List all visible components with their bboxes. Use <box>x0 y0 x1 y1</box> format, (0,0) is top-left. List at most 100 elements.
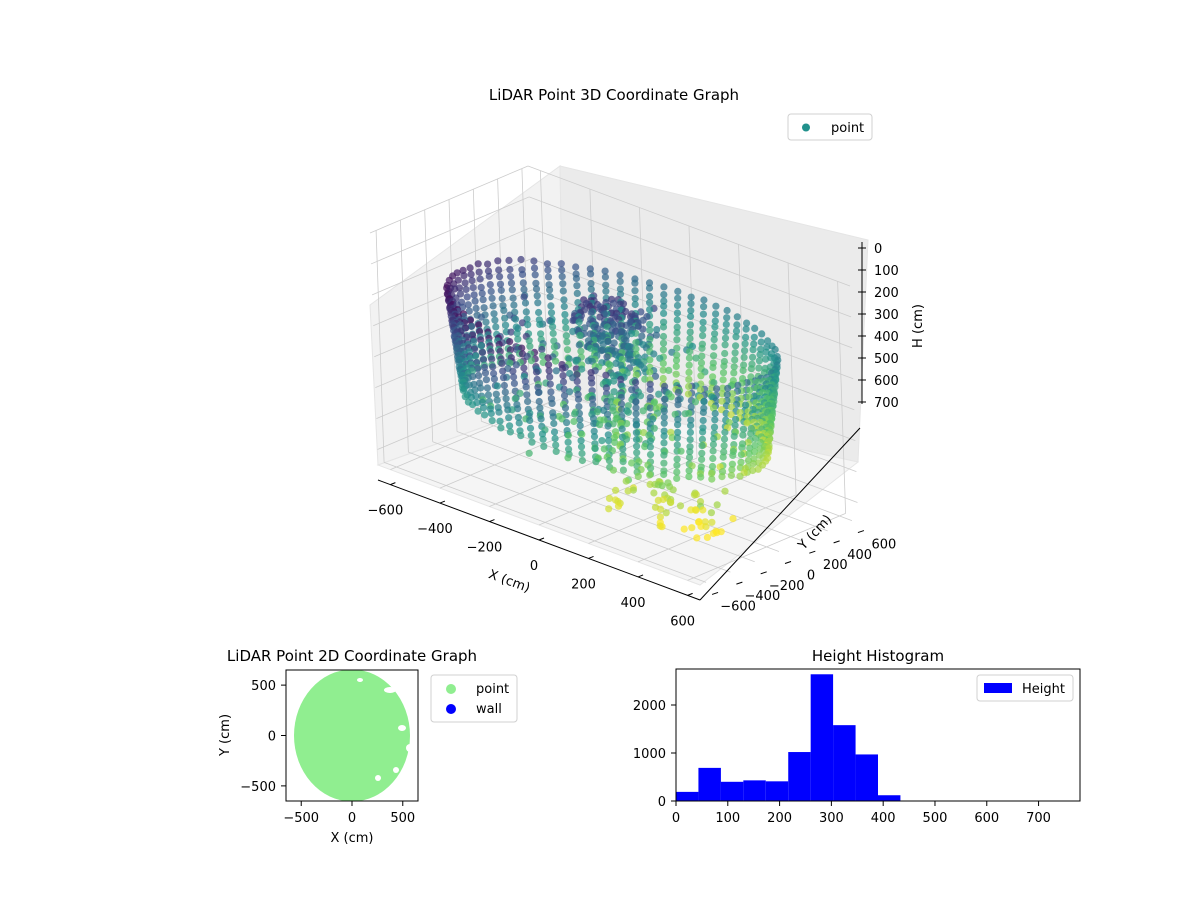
point-3d <box>674 428 682 436</box>
point-3d <box>506 422 514 430</box>
point-3d <box>475 321 483 329</box>
point-3d <box>733 313 741 321</box>
point-3d <box>640 429 648 437</box>
point-3d <box>750 333 758 341</box>
point-3d <box>699 332 707 340</box>
point-3d <box>496 347 504 355</box>
point-3d <box>659 374 667 383</box>
grid-line <box>377 382 536 450</box>
point-3d <box>741 347 749 355</box>
point-3d <box>673 441 681 449</box>
point-3d <box>526 416 534 424</box>
point-3d <box>498 294 506 303</box>
point-3d <box>711 317 719 325</box>
point-3d <box>673 301 682 310</box>
point-3d <box>746 386 754 394</box>
point-3d <box>631 279 639 287</box>
point-3d <box>687 403 695 411</box>
point-3d <box>506 338 514 346</box>
point-3d <box>602 287 610 295</box>
histogram-bar <box>855 754 878 801</box>
point-3d <box>686 436 694 444</box>
point-3d <box>691 398 700 406</box>
point-3d <box>477 336 485 344</box>
point-3d <box>546 293 554 301</box>
point-3d <box>719 369 728 377</box>
point-3d <box>656 354 664 362</box>
point-3d <box>576 331 584 339</box>
point-3d <box>708 469 716 478</box>
point-3d <box>680 525 688 533</box>
point-3d <box>632 435 641 444</box>
point-3d <box>501 314 509 322</box>
point-3d <box>731 356 739 364</box>
point-3d <box>577 347 585 355</box>
point-3d <box>750 340 758 348</box>
point-3d <box>686 348 694 356</box>
point-3d <box>619 466 628 474</box>
point-3d <box>633 449 641 457</box>
point-3d <box>633 442 641 450</box>
point-3d <box>496 273 504 281</box>
point-3d <box>703 533 712 542</box>
point-3d <box>603 410 612 418</box>
point-3d <box>489 302 497 310</box>
point-3d <box>537 330 545 338</box>
point-3d <box>488 294 496 302</box>
point-3d <box>710 423 719 431</box>
point-3d <box>711 416 719 424</box>
point-3d <box>674 415 682 423</box>
y-tick-label-3d: 200 <box>823 558 848 573</box>
point-3d <box>538 430 547 438</box>
point-3d <box>693 534 701 542</box>
point-3d <box>676 502 685 510</box>
point-3d <box>497 424 505 432</box>
point-3d <box>484 260 492 268</box>
point-3d <box>559 280 567 288</box>
point-3d <box>522 383 530 391</box>
point-3d <box>465 307 473 315</box>
point-3d <box>552 357 560 365</box>
point-3d <box>619 458 627 466</box>
point-3d <box>685 453 694 461</box>
z-tick-label-3d: 700 <box>874 396 899 411</box>
grid-line <box>688 225 698 459</box>
point-3d <box>721 341 729 349</box>
grid-line <box>687 513 846 581</box>
point-3d <box>698 352 706 360</box>
point-3d <box>718 397 726 405</box>
point-3d <box>536 320 544 328</box>
point-3d <box>672 356 681 364</box>
point-3d <box>702 523 710 531</box>
grid-line <box>369 165 529 234</box>
point-3d <box>632 339 640 347</box>
point-3d <box>646 299 654 307</box>
histogram-x-tick-label: 200 <box>767 811 792 826</box>
point-3d <box>632 404 640 412</box>
point-3d <box>523 391 531 399</box>
point-3d <box>667 498 675 506</box>
point-3d <box>751 441 759 449</box>
point-3d <box>502 321 510 329</box>
point-3d <box>721 349 729 358</box>
point-3d <box>573 377 581 385</box>
point-3d <box>501 388 509 396</box>
point-3d <box>487 287 495 295</box>
point-3d <box>500 381 508 390</box>
point-3d <box>475 268 483 276</box>
point-3d <box>536 404 544 412</box>
point-3d <box>562 324 570 332</box>
point-3d <box>728 466 736 474</box>
point-3d <box>490 375 498 383</box>
point-3d <box>699 428 707 436</box>
point-3d <box>578 365 586 373</box>
point-3d <box>656 505 665 513</box>
point-3d <box>505 256 513 264</box>
point-3d <box>479 296 487 304</box>
point-3d <box>698 435 707 443</box>
point-3d <box>652 331 661 339</box>
point-3d <box>762 355 770 363</box>
point-3d <box>572 274 581 283</box>
point-3d <box>660 459 668 467</box>
point-3d <box>659 366 667 374</box>
